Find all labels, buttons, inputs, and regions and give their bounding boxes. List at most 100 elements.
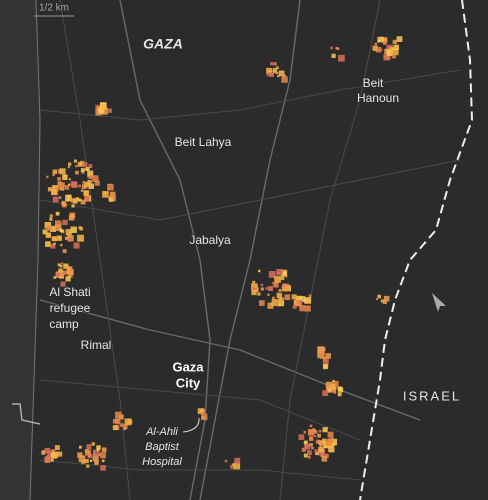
damage-spot (295, 295, 302, 302)
damage-spot (88, 164, 93, 169)
damage-spot (272, 67, 277, 72)
damage-spot (324, 445, 327, 449)
damage-spot (87, 180, 92, 185)
damage-spot (329, 438, 334, 443)
damage-spot (298, 300, 302, 303)
damage-spot (309, 443, 313, 447)
damage-spot (81, 170, 85, 174)
damage-spot (96, 448, 100, 451)
damage-spot (101, 104, 107, 110)
damage-spot (377, 294, 381, 299)
damage-spot (273, 282, 279, 288)
damage-spot (58, 268, 63, 273)
damage-spot (57, 176, 61, 181)
damage-spot (80, 189, 84, 192)
damage-spot (68, 215, 75, 221)
damage-spot (58, 196, 62, 199)
damage-spot (393, 44, 399, 51)
damage-spot (315, 451, 319, 456)
damage-spot (391, 48, 399, 56)
damage-spot (84, 458, 89, 464)
damage-spot (87, 170, 94, 177)
damage-spot (94, 180, 100, 186)
damage-spot (201, 413, 208, 421)
damage-spot (52, 186, 55, 189)
damage-spot (66, 271, 69, 274)
damage-spot (88, 175, 93, 180)
city-label: City (176, 375, 201, 390)
damage-spot (71, 182, 78, 188)
damage-spot (68, 162, 72, 166)
damage-spot (234, 457, 241, 464)
damage-spot (110, 193, 115, 198)
damage-spot (60, 281, 66, 287)
landmark-label: Hospital (142, 456, 182, 468)
damage-spot (315, 439, 320, 444)
coastline (29, 0, 41, 500)
damage-spot (58, 270, 65, 277)
damage-spot (272, 282, 275, 285)
damage-spot (313, 434, 317, 438)
damage-spot (308, 294, 312, 298)
damage-spot (53, 276, 57, 279)
damage-spot (251, 289, 257, 296)
damage-spot (313, 430, 318, 434)
damage-spot (280, 72, 284, 76)
damage-spot (65, 276, 71, 282)
road (39, 379, 361, 441)
damage-spot (80, 168, 85, 173)
damage-spot (57, 451, 63, 457)
place-label: Beit (363, 76, 384, 90)
damage-spot (382, 299, 387, 305)
damage-spot (67, 183, 71, 186)
damage-spot (276, 268, 283, 276)
damage-spot (78, 445, 82, 449)
damage-spot (268, 70, 271, 73)
damage-spot (80, 199, 86, 205)
damage-spot (115, 419, 121, 425)
damage-spot (383, 54, 390, 61)
damage-spot (322, 364, 328, 370)
place-label: refugee (50, 301, 91, 315)
landmark-label: Al-Ahli (145, 426, 178, 438)
damage-spot (380, 299, 385, 303)
damage-spot (70, 213, 75, 218)
damage-spot (270, 62, 274, 66)
damage-spot (233, 462, 241, 470)
damage-spot (58, 236, 61, 240)
damage-spot (55, 272, 60, 277)
damage-spot (337, 392, 342, 397)
damage-spot (47, 187, 53, 192)
damage-spot (87, 175, 90, 178)
damage-spot (73, 159, 77, 163)
road (39, 299, 421, 421)
damage-spot (108, 197, 114, 202)
damage-spot (65, 229, 72, 236)
sea (0, 0, 40, 500)
damage-spot (61, 229, 64, 233)
damage-spot (295, 299, 303, 307)
damage-spot (55, 220, 61, 227)
damage-spot (299, 305, 306, 312)
damage-spot (330, 386, 337, 393)
damage-spot (391, 54, 396, 59)
damage-spot (377, 37, 380, 40)
damage-spot (322, 427, 328, 433)
damage-spot (85, 449, 92, 456)
damage-spot (91, 442, 95, 446)
damage-spot (115, 411, 122, 419)
damage-spot (200, 409, 204, 413)
damage-spot (257, 269, 261, 273)
damage-spot (281, 76, 288, 83)
damage-spot (299, 296, 306, 302)
damage-spot (51, 189, 57, 195)
damage-spot (333, 391, 337, 394)
damage-spot (85, 167, 90, 171)
damage-spot (330, 46, 333, 50)
damage-spot (304, 443, 311, 450)
damage-spot (52, 451, 59, 458)
damage-spot (100, 107, 108, 115)
damage-spot (75, 164, 78, 168)
damage-spot (377, 36, 384, 43)
